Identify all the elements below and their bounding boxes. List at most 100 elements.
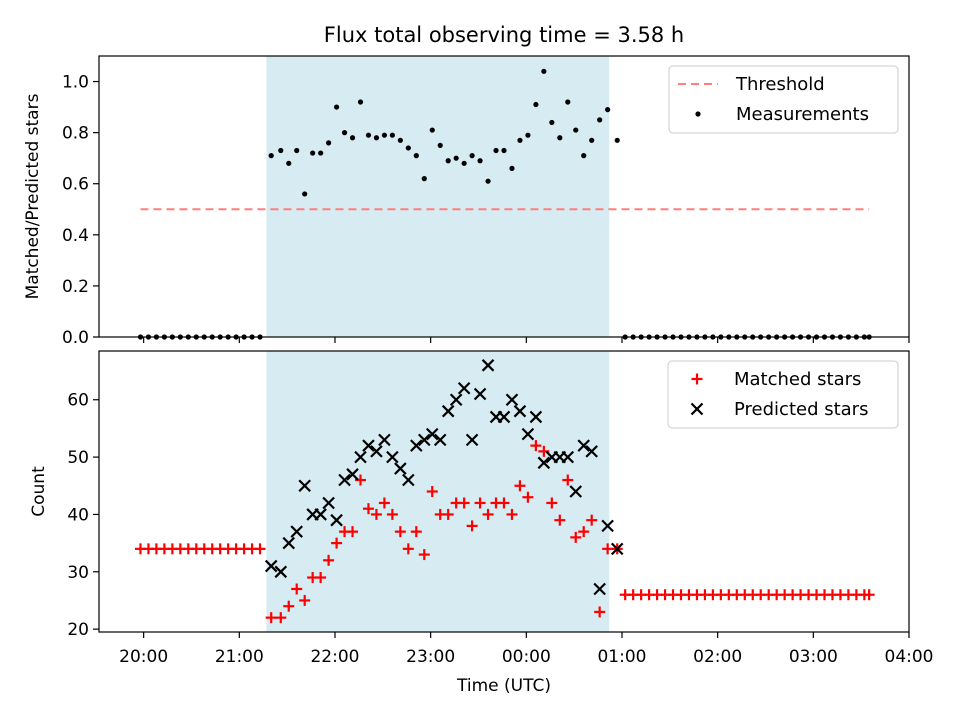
matched-star-point: [394, 526, 406, 538]
cross-b: [505, 393, 519, 407]
matched-star-point: [482, 508, 494, 520]
matched-star-point: [506, 508, 518, 520]
x-tick-label: 20:00: [119, 647, 168, 667]
matched-star-point: [602, 543, 614, 555]
measurement-point: [429, 127, 435, 133]
x-tick-label: 03:00: [789, 647, 838, 667]
predicted-star-point: [394, 462, 407, 475]
cross-b: [521, 427, 535, 441]
cross-b: [346, 468, 359, 481]
predicted-star-point: [298, 479, 311, 493]
measurement-point: [437, 142, 443, 149]
measurement-point: [286, 160, 292, 166]
predicted-star-point: [264, 559, 278, 573]
measurement-point: [326, 140, 332, 146]
x-tick-label: 01:00: [597, 647, 646, 667]
measurement-point: [477, 158, 483, 164]
legend-measurements-label: Measurements: [736, 104, 869, 125]
matched-star-point: [570, 531, 582, 543]
matched-star-point: [362, 503, 374, 515]
matched-star-point: [426, 486, 438, 497]
matched-star-point: [546, 497, 558, 509]
measurement-point: [453, 155, 459, 161]
matched-star-point: [347, 526, 359, 538]
predicted-star-point: [610, 542, 624, 556]
legend-threshold-label: Threshold: [735, 74, 825, 95]
y-tick-label: 50: [67, 448, 89, 468]
matched-star-point: [418, 549, 430, 561]
predicted-star-point: [449, 393, 463, 407]
measurement-point: [614, 137, 620, 143]
predicted-star-point: [322, 496, 335, 510]
top-y-axis-label: Matched/Predicted stars: [23, 93, 43, 299]
matched-star-point: [386, 508, 398, 520]
y-tick-label: 0.0: [62, 328, 89, 348]
matched-star-point: [586, 514, 598, 526]
bottom-y-axis-label: Count: [29, 466, 49, 517]
predicted-star-point: [585, 445, 598, 458]
x-tick-label: 04:00: [885, 647, 934, 667]
cross-b: [433, 433, 447, 447]
measurement-point: [341, 130, 348, 136]
predicted-star-point: [417, 433, 431, 447]
matched-star-point: [562, 474, 574, 486]
measurement-point: [294, 147, 300, 154]
measurement-point: [485, 178, 491, 184]
x-tick-label: 21:00: [215, 647, 264, 667]
matched-star-point: [315, 572, 327, 584]
predicted-star-point: [346, 468, 359, 481]
matched-star-point: [323, 554, 335, 566]
measurement-point: [565, 99, 571, 105]
bottom-legend: Matched stars Predicted stars: [667, 360, 899, 429]
cross-b: [601, 519, 614, 533]
predicted-star-point: [521, 427, 535, 441]
predicted-star-point: [330, 513, 343, 527]
cross-b: [497, 410, 511, 424]
matched-star-point: [458, 497, 470, 509]
measurement-point: [333, 104, 340, 110]
matched-star-point: [498, 497, 510, 509]
predicted-star-point: [457, 381, 471, 395]
matched-star-point: [474, 497, 486, 509]
predicted-star-point: [290, 525, 303, 538]
matched-stars-points: [134, 440, 875, 624]
measurement-point: [389, 132, 395, 138]
x-tick-label: 22:00: [310, 647, 359, 667]
measurement-point: [413, 153, 419, 159]
cross-b: [690, 402, 704, 416]
predicted-star-point: [338, 473, 351, 487]
x-tick-label: 23:00: [406, 647, 455, 667]
predicted-star-point: [593, 582, 606, 596]
bottom-y-ticks: 20 30 40 50 60: [67, 391, 99, 640]
predicted-star-point: [513, 404, 527, 418]
predicted-star-point: [465, 433, 479, 447]
matched-star-point: [402, 543, 414, 555]
matched-star-point: [275, 612, 287, 624]
measurement-point: [573, 127, 579, 133]
cross-b: [441, 404, 455, 418]
cross-b: [274, 565, 288, 579]
cross-b: [481, 359, 495, 372]
predicted-star-point: [410, 439, 423, 452]
matched-star-point: [522, 491, 534, 503]
cross-b: [610, 542, 624, 556]
cross-b: [585, 445, 598, 458]
measurement-point: [278, 147, 284, 154]
legend-predicted-swatch: [690, 402, 704, 416]
cross-b: [577, 439, 591, 452]
observing-window-shade-bottom: [266, 351, 610, 632]
y-tick-label: 0.6: [62, 175, 89, 195]
measurement-point: [349, 135, 356, 141]
cross-b: [449, 393, 463, 407]
predicted-star-point: [577, 439, 591, 452]
y-tick-label: 0.2: [62, 277, 89, 297]
bottom-panel: 20 30 40 50 60 20:00 21:00 22:00 23:00 00:00 01:0…: [29, 350, 934, 696]
cross-b: [362, 439, 375, 452]
measurement-point: [381, 132, 388, 138]
predicted-star-point: [441, 404, 455, 418]
cross-b: [402, 473, 415, 487]
predicted-star-point: [473, 387, 487, 401]
predicted-star-point: [354, 450, 367, 464]
bottom-x-ticks: 20:00 21:00 22:00 23:00 00:00 01:00 02:00 03:00…: [119, 632, 934, 667]
predicted-star-point: [370, 445, 383, 458]
